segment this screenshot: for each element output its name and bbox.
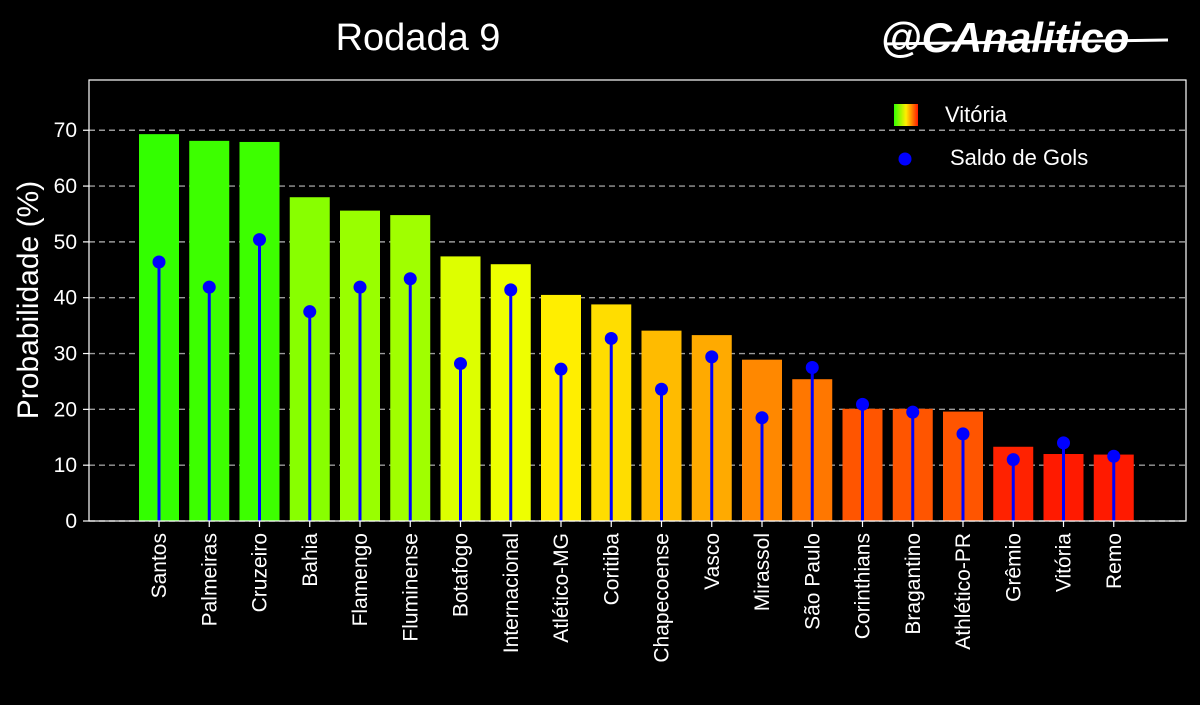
x-tick-label: Fluminense bbox=[399, 533, 422, 642]
legend-label-bars: Vitória bbox=[945, 102, 1008, 127]
legend: Vitória Saldo de Gols bbox=[894, 102, 1088, 170]
lollipop-point bbox=[705, 350, 719, 364]
x-tick-label: Santos bbox=[148, 533, 171, 598]
x-tick-label: Chapecoense bbox=[651, 533, 674, 663]
y-tick-label: 20 bbox=[54, 398, 77, 421]
lollipop-point bbox=[152, 255, 166, 269]
lollipop-point bbox=[554, 362, 568, 376]
brand-logo: @CAnalitico bbox=[881, 14, 1130, 61]
lollipop-point bbox=[805, 360, 819, 374]
lollipop-point bbox=[353, 280, 367, 294]
x-tick-label: Mirassol bbox=[751, 533, 774, 611]
lollipop-point bbox=[856, 397, 869, 411]
brand-underline bbox=[883, 38, 1169, 46]
legend-bar-swatch bbox=[894, 104, 918, 126]
x-tick-label: Corinthians bbox=[852, 533, 875, 639]
x-tick-label: Coritiba bbox=[600, 533, 623, 606]
x-tick-label: Bragantino bbox=[902, 533, 925, 635]
x-tick-label: Cruzeiro bbox=[249, 533, 272, 612]
lollipop-point bbox=[403, 272, 417, 286]
x-tick-label: Palmeiras bbox=[198, 533, 221, 626]
lollipop-point bbox=[755, 411, 769, 425]
bars bbox=[139, 134, 1134, 522]
y-ticks: 0 10 20 30 40 50 60 70 bbox=[54, 119, 89, 533]
x-tick-label: Botafogo bbox=[450, 533, 473, 617]
y-tick-label: 60 bbox=[54, 175, 77, 198]
y-tick-label: 40 bbox=[54, 287, 77, 310]
chart-title: Rodada 9 bbox=[336, 17, 501, 59]
lollipop-point bbox=[1107, 449, 1121, 463]
y-tick-label: 0 bbox=[65, 510, 77, 533]
legend-label-dots: Saldo de Gols bbox=[950, 145, 1088, 170]
lollipop-point bbox=[1006, 453, 1020, 467]
y-tick-label: 10 bbox=[54, 454, 77, 477]
y-tick-label: 30 bbox=[54, 343, 77, 366]
lollipop-point bbox=[1057, 436, 1070, 450]
y-axis-label: Probabilidade (%) bbox=[12, 181, 45, 419]
x-tick-label: Athlético-PR bbox=[952, 533, 975, 650]
lollipop-point bbox=[504, 283, 518, 297]
x-ticks: Santos Palmeiras Cruzeiro Bahia Flamengo Flum… bbox=[148, 521, 1126, 663]
lollipop-point bbox=[956, 427, 970, 441]
x-tick-label: Bahia bbox=[299, 533, 322, 587]
legend-dot-swatch bbox=[898, 152, 912, 166]
x-tick-label: São Paulo bbox=[801, 533, 824, 630]
lollipops bbox=[152, 233, 1121, 521]
y-tick-label: 70 bbox=[54, 119, 77, 142]
x-tick-label: Grêmio bbox=[1002, 533, 1025, 602]
plot-frame bbox=[88, 79, 1187, 522]
y-tick-label: 50 bbox=[54, 231, 77, 254]
x-tick-label: Vitória bbox=[1053, 533, 1076, 592]
lollipop-point bbox=[604, 331, 618, 345]
lollipop-point bbox=[303, 305, 317, 319]
x-tick-label: Atlético-MG bbox=[550, 533, 573, 643]
lollipop-point bbox=[454, 357, 467, 371]
lollipop-point bbox=[202, 280, 216, 294]
lollipop-point bbox=[655, 382, 668, 396]
x-tick-label: Flamengo bbox=[349, 533, 372, 626]
lollipop-point bbox=[253, 233, 266, 247]
lollipop-point bbox=[906, 405, 920, 419]
x-tick-label: Internacional bbox=[500, 533, 523, 653]
x-tick-label: Vasco bbox=[701, 533, 724, 590]
x-tick-label: Remo bbox=[1103, 533, 1126, 589]
